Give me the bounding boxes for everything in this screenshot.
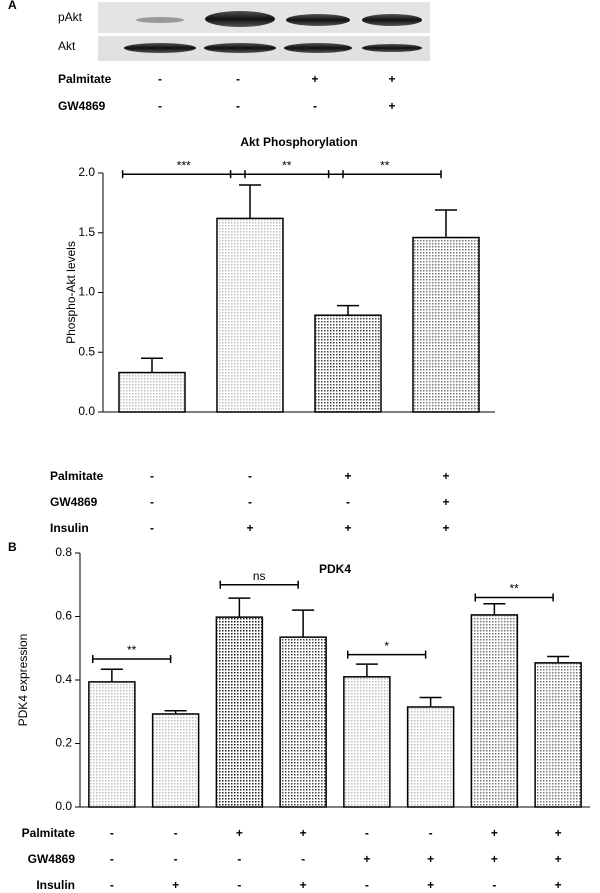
condition-value: + xyxy=(344,469,351,483)
condition-value: - xyxy=(365,826,369,840)
y-tick-label: 0.8 xyxy=(55,545,72,559)
significance-label: *** xyxy=(177,158,191,172)
condition-value: + xyxy=(246,521,253,535)
condition-value: - xyxy=(110,878,114,892)
bar xyxy=(151,713,200,808)
condition-value: + xyxy=(427,852,434,866)
blot-band xyxy=(124,43,196,53)
condition-name: GW4869 xyxy=(58,99,106,113)
significance-label: ns xyxy=(253,569,266,583)
blot-band xyxy=(362,44,422,52)
condition-value: - xyxy=(236,72,240,86)
bar xyxy=(215,616,264,808)
condition-value: - xyxy=(158,72,162,86)
y-tick-label: 0.4 xyxy=(55,672,72,686)
blot-band xyxy=(136,17,184,23)
bar xyxy=(412,236,480,413)
bar xyxy=(216,217,284,413)
y-tick-label: 1.5 xyxy=(78,225,95,239)
condition-value: - xyxy=(237,852,241,866)
condition-value: + xyxy=(427,878,434,892)
significance-label: * xyxy=(384,639,389,653)
condition-value: - xyxy=(365,878,369,892)
condition-value: - xyxy=(174,826,178,840)
blot-label: Akt xyxy=(58,39,76,53)
condition-value: - xyxy=(301,852,305,866)
bar xyxy=(314,314,382,413)
condition-value: - xyxy=(248,495,252,509)
condition-value: - xyxy=(236,99,240,113)
condition-value: + xyxy=(300,878,307,892)
condition-value: - xyxy=(110,852,114,866)
condition-value: + xyxy=(555,878,562,892)
condition-value: - xyxy=(237,878,241,892)
bar xyxy=(343,676,391,808)
condition-value: - xyxy=(158,99,162,113)
chart-title: Akt Phosphorylation xyxy=(240,135,357,149)
significance-label: ** xyxy=(510,582,520,596)
y-axis-label: PDK4 expression xyxy=(16,634,30,727)
condition-value: + xyxy=(442,521,449,535)
condition-value: + xyxy=(236,826,243,840)
bar xyxy=(279,636,327,808)
chart-title: PDK4 xyxy=(319,562,351,576)
condition-value: + xyxy=(442,469,449,483)
y-tick-label: 0.2 xyxy=(55,736,72,750)
condition-value: + xyxy=(344,521,351,535)
y-tick-label: 1.0 xyxy=(78,285,95,299)
condition-value: - xyxy=(150,521,154,535)
bar xyxy=(470,614,519,808)
y-tick-label: 0.6 xyxy=(55,609,72,623)
y-tick-label: 2.0 xyxy=(78,165,95,179)
condition-name: Insulin xyxy=(36,878,75,892)
blot-band xyxy=(362,14,422,26)
y-axis-label: Phospho-Akt levels xyxy=(64,241,78,344)
condition-value: + xyxy=(388,99,395,113)
condition-name: GW4869 xyxy=(50,495,98,509)
bar xyxy=(118,371,186,413)
condition-value: - xyxy=(150,495,154,509)
blot-band xyxy=(284,43,352,53)
condition-value: + xyxy=(300,826,307,840)
condition-value: - xyxy=(429,826,433,840)
significance-label: ** xyxy=(127,643,137,657)
bar xyxy=(534,662,582,808)
blot-band xyxy=(286,14,350,26)
condition-value: + xyxy=(311,72,318,86)
y-tick-label: 0.5 xyxy=(78,344,95,358)
condition-name: Palmitate xyxy=(22,826,76,840)
condition-name: Palmitate xyxy=(58,72,112,86)
condition-value: + xyxy=(363,852,370,866)
blot-band xyxy=(204,43,276,53)
bar xyxy=(406,706,455,808)
condition-name: Insulin xyxy=(50,521,89,535)
condition-value: - xyxy=(313,99,317,113)
condition-name: GW4869 xyxy=(28,852,76,866)
condition-value: + xyxy=(491,826,498,840)
condition-value: - xyxy=(346,495,350,509)
bar xyxy=(88,681,136,808)
condition-value: - xyxy=(492,878,496,892)
panel-label: B xyxy=(8,540,17,554)
blot-band xyxy=(205,11,275,27)
condition-value: + xyxy=(388,72,395,86)
condition-value: - xyxy=(110,826,114,840)
y-tick-label: 0.0 xyxy=(78,404,95,418)
condition-value: - xyxy=(248,469,252,483)
blot-label: pAkt xyxy=(58,10,83,24)
condition-value: + xyxy=(555,826,562,840)
significance-label: ** xyxy=(282,158,292,172)
significance-label: ** xyxy=(380,158,390,172)
condition-value: - xyxy=(150,469,154,483)
condition-value: + xyxy=(172,878,179,892)
condition-value: + xyxy=(491,852,498,866)
condition-value: + xyxy=(442,495,449,509)
panel-label: A xyxy=(8,0,17,12)
condition-value: - xyxy=(174,852,178,866)
condition-name: Palmitate xyxy=(50,469,104,483)
condition-value: + xyxy=(555,852,562,866)
y-tick-label: 0.0 xyxy=(55,799,72,813)
